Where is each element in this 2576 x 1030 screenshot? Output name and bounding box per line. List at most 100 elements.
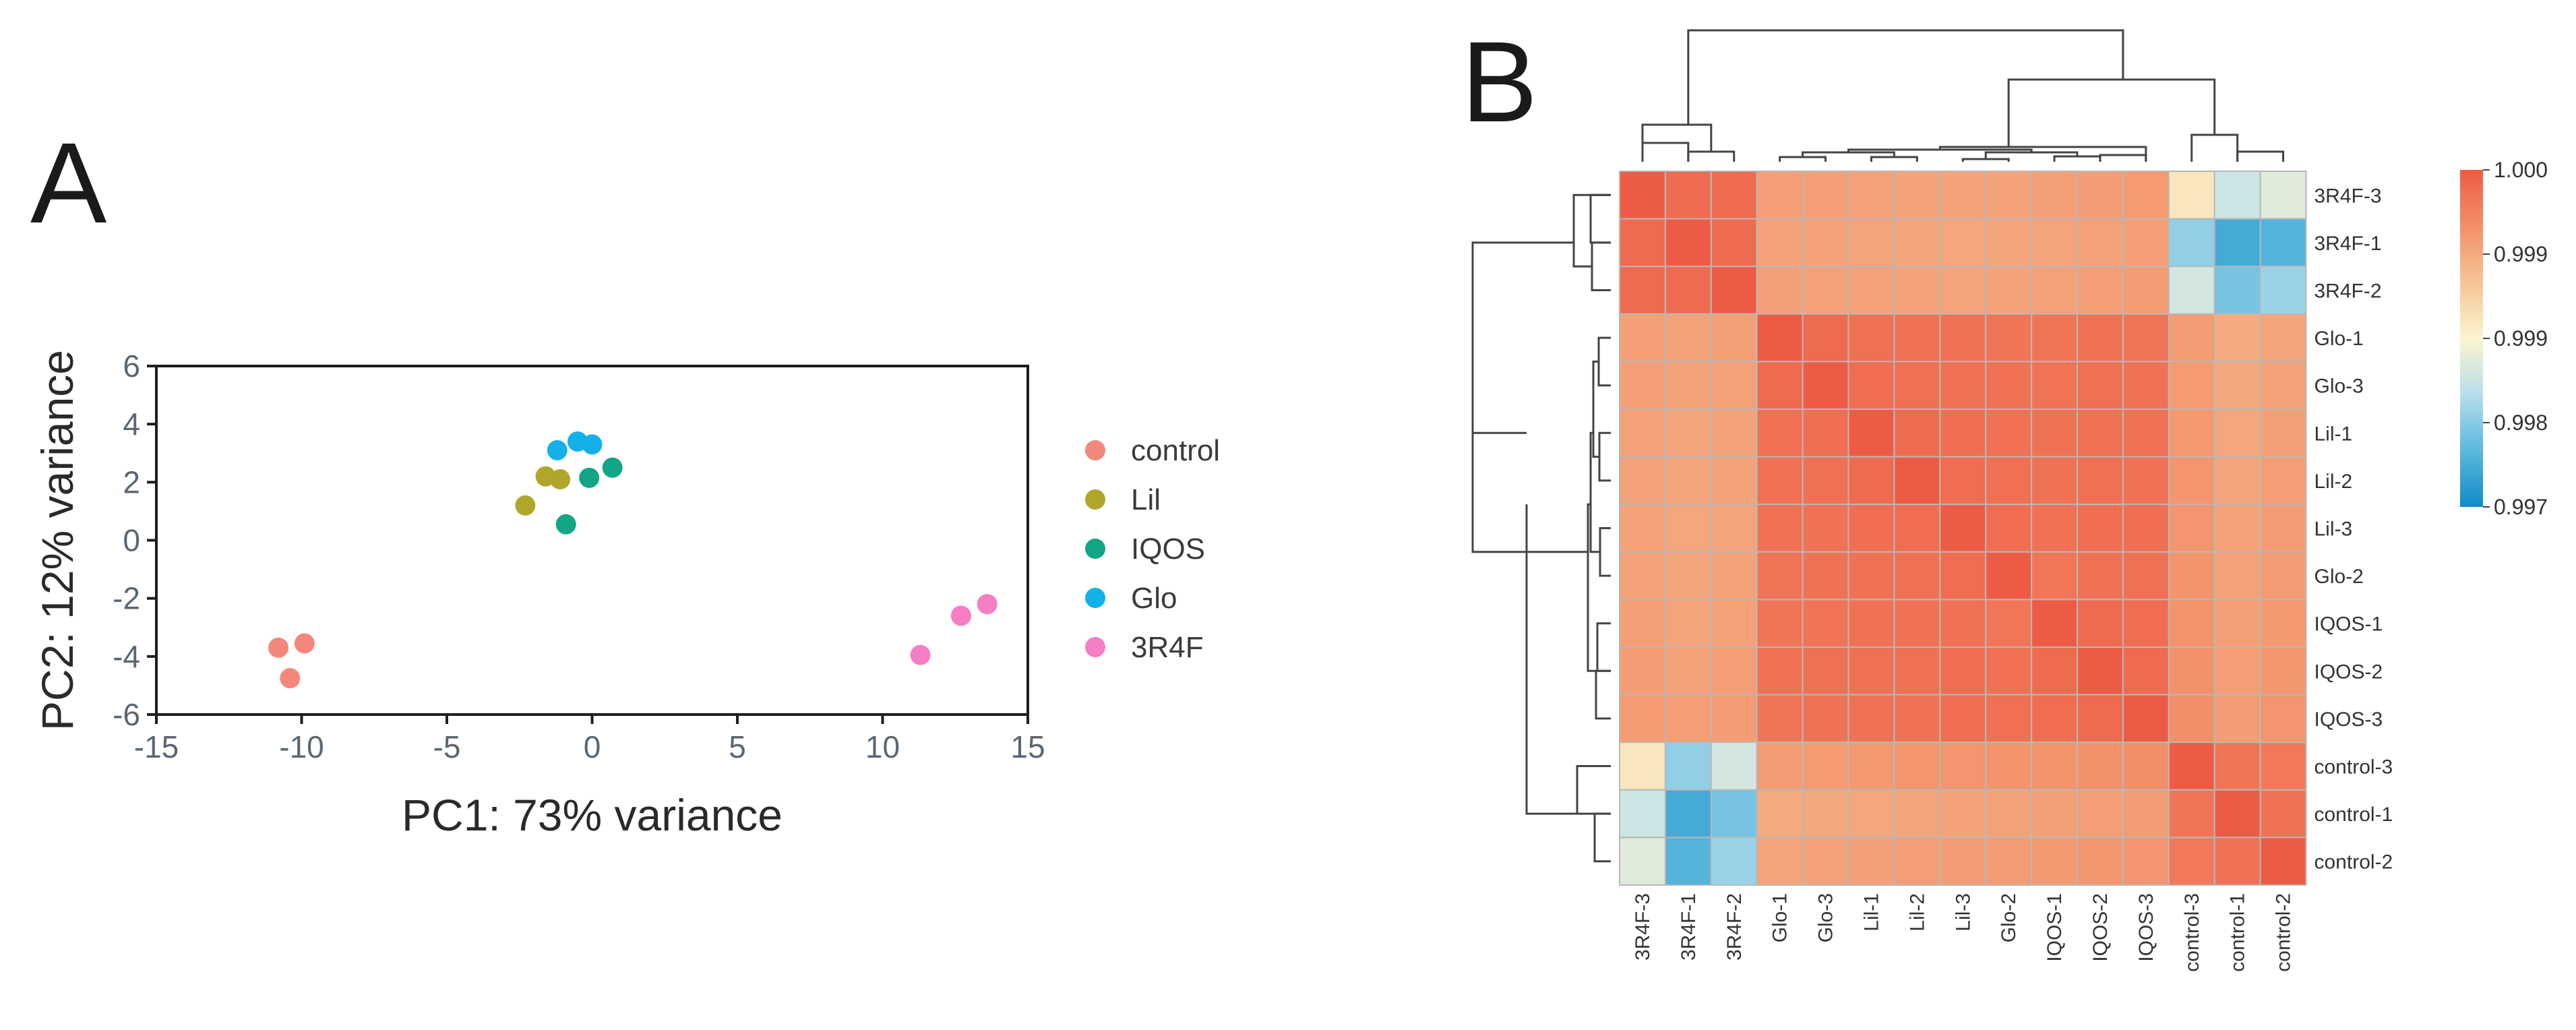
heatmap-cell	[2077, 313, 2124, 363]
top-dendrogram-branch	[2190, 133, 2239, 162]
heatmap-cell	[2031, 551, 2079, 601]
column-label: 3R4F-1	[1678, 893, 1700, 961]
heatmap-cell	[1985, 456, 2033, 506]
heatmap-cell	[1847, 694, 1895, 744]
legend-label: 3R4F	[1131, 631, 1204, 664]
heatmap-cell	[1664, 741, 1712, 791]
heatmap-cell	[1985, 789, 2033, 839]
heatmap-cell	[2259, 694, 2307, 744]
heatmap-cell	[1619, 218, 1666, 268]
heatmap-cell	[1985, 313, 2033, 363]
heatmap-cell	[2168, 837, 2215, 886]
heatmap-cell	[1756, 408, 1804, 458]
left-dendrogram-branch	[1593, 812, 1611, 863]
y-tick-label: -4	[113, 639, 140, 674]
row-label: control-3	[2314, 756, 2393, 779]
heatmap-cell	[2213, 741, 2261, 791]
heatmap-cell	[1939, 789, 1987, 839]
heatmap-cell	[2031, 171, 2079, 220]
heatmap-cell	[2259, 599, 2307, 648]
row-label: Lil-2	[2314, 471, 2353, 493]
legend-label: Glo	[1131, 582, 1177, 615]
heatmap-cell	[1939, 694, 1987, 744]
heatmap-cell	[2031, 741, 2079, 791]
heatmap-cell	[1847, 551, 1895, 601]
heatmap-cell	[1893, 171, 1941, 220]
heatmap-cell	[1847, 504, 1895, 553]
heatmap-cell	[1619, 361, 1666, 411]
heatmap-cell	[1985, 171, 2033, 220]
top-dendrogram-branch	[1870, 156, 1918, 162]
heatmap-cell	[1893, 741, 1941, 791]
x-tick-label: 0	[584, 729, 601, 764]
y-tick-label: 6	[123, 349, 140, 384]
x-tick-label: -10	[279, 729, 324, 764]
heatmap-cell	[1893, 456, 1941, 506]
heatmap-cell	[1985, 361, 2033, 411]
heatmap-cell	[1619, 266, 1666, 315]
left-dendrogram-branch	[1576, 765, 1611, 815]
heatmap-cell	[1939, 837, 1987, 886]
legend-marker-lil	[1085, 489, 1105, 510]
heatmap-cell	[1664, 646, 1712, 696]
heatmap-cell	[1710, 789, 1758, 839]
heatmap-cell	[2077, 599, 2124, 648]
heatmap-cell	[1664, 837, 1712, 886]
heatmap-cell	[1664, 218, 1712, 268]
heatmap-cell	[1985, 694, 2033, 744]
left-dendrogram-branch	[1597, 336, 1611, 387]
data-point-control	[294, 633, 315, 654]
heatmap-cell	[1893, 837, 1941, 886]
heatmap-cell	[2168, 694, 2215, 744]
heatmap-cell	[1893, 218, 1941, 268]
heatmap-cell	[2077, 361, 2124, 411]
legend-marker-3r4f	[1085, 637, 1105, 657]
left-dendrogram-branch	[1596, 622, 1611, 672]
heatmap-cell	[2259, 646, 2307, 696]
heatmap-cell	[2031, 266, 2079, 315]
column-label: control-3	[2181, 893, 2203, 972]
column-label: control-1	[2227, 893, 2249, 972]
colorbar-tick-label: 0.997	[2494, 495, 2548, 519]
heatmap-cell	[2031, 646, 2079, 696]
colorbar-tick-label: 0.999	[2494, 242, 2548, 266]
heatmap-cell	[2259, 837, 2307, 886]
left-dendrogram-branch	[1471, 241, 1588, 553]
heatmap-cell	[2122, 218, 2170, 268]
heatmap-cell	[2213, 361, 2261, 411]
heatmap-cell	[1893, 694, 1941, 744]
heatmap-cell	[1939, 551, 1987, 601]
heatmap-cell	[1893, 599, 1941, 648]
pca-scatter-plot: -15 -10 -5 0 5 10 15 -6 -4 -2 0 2 4 6 PC1: 73% varianc…	[32, 349, 1220, 840]
heatmap-cell	[1939, 408, 1987, 458]
column-label: Glo-3	[1815, 893, 1837, 942]
row-label: control-1	[2314, 804, 2393, 826]
heatmap-cell	[1802, 599, 1849, 648]
x-tick-label: -5	[433, 729, 461, 764]
column-label: control-2	[2273, 893, 2295, 972]
heatmap-cell	[2168, 313, 2215, 363]
row-label: Lil-1	[2314, 423, 2353, 445]
row-label: IQOS-3	[2314, 708, 2383, 731]
heatmap-cell	[2259, 218, 2307, 268]
heatmap-cell	[2259, 789, 2307, 839]
heatmap-cell	[2213, 266, 2261, 315]
data-point-control	[280, 668, 301, 689]
heatmap-cell	[2168, 504, 2215, 553]
heatmap-cell	[1985, 646, 2033, 696]
column-label: 3R4F-2	[1723, 893, 1746, 961]
heatmap-cell	[2031, 313, 2079, 363]
top-dendrogram-branch	[1641, 123, 1713, 152]
data-point-control	[268, 637, 289, 658]
heatmap-cell	[1710, 313, 1758, 363]
legend-label: Lil	[1131, 483, 1161, 516]
heatmap-cell	[1802, 408, 1849, 458]
heatmap-cell	[1802, 218, 1849, 268]
left-dendrogram-branch	[1598, 431, 1611, 482]
heatmap-cell	[2122, 599, 2170, 648]
heatmap-cell	[2122, 694, 2170, 744]
legend-marker-glo	[1085, 588, 1105, 608]
left-dendrogram-branch	[1572, 193, 1611, 268]
data-point-iqos	[602, 457, 623, 478]
